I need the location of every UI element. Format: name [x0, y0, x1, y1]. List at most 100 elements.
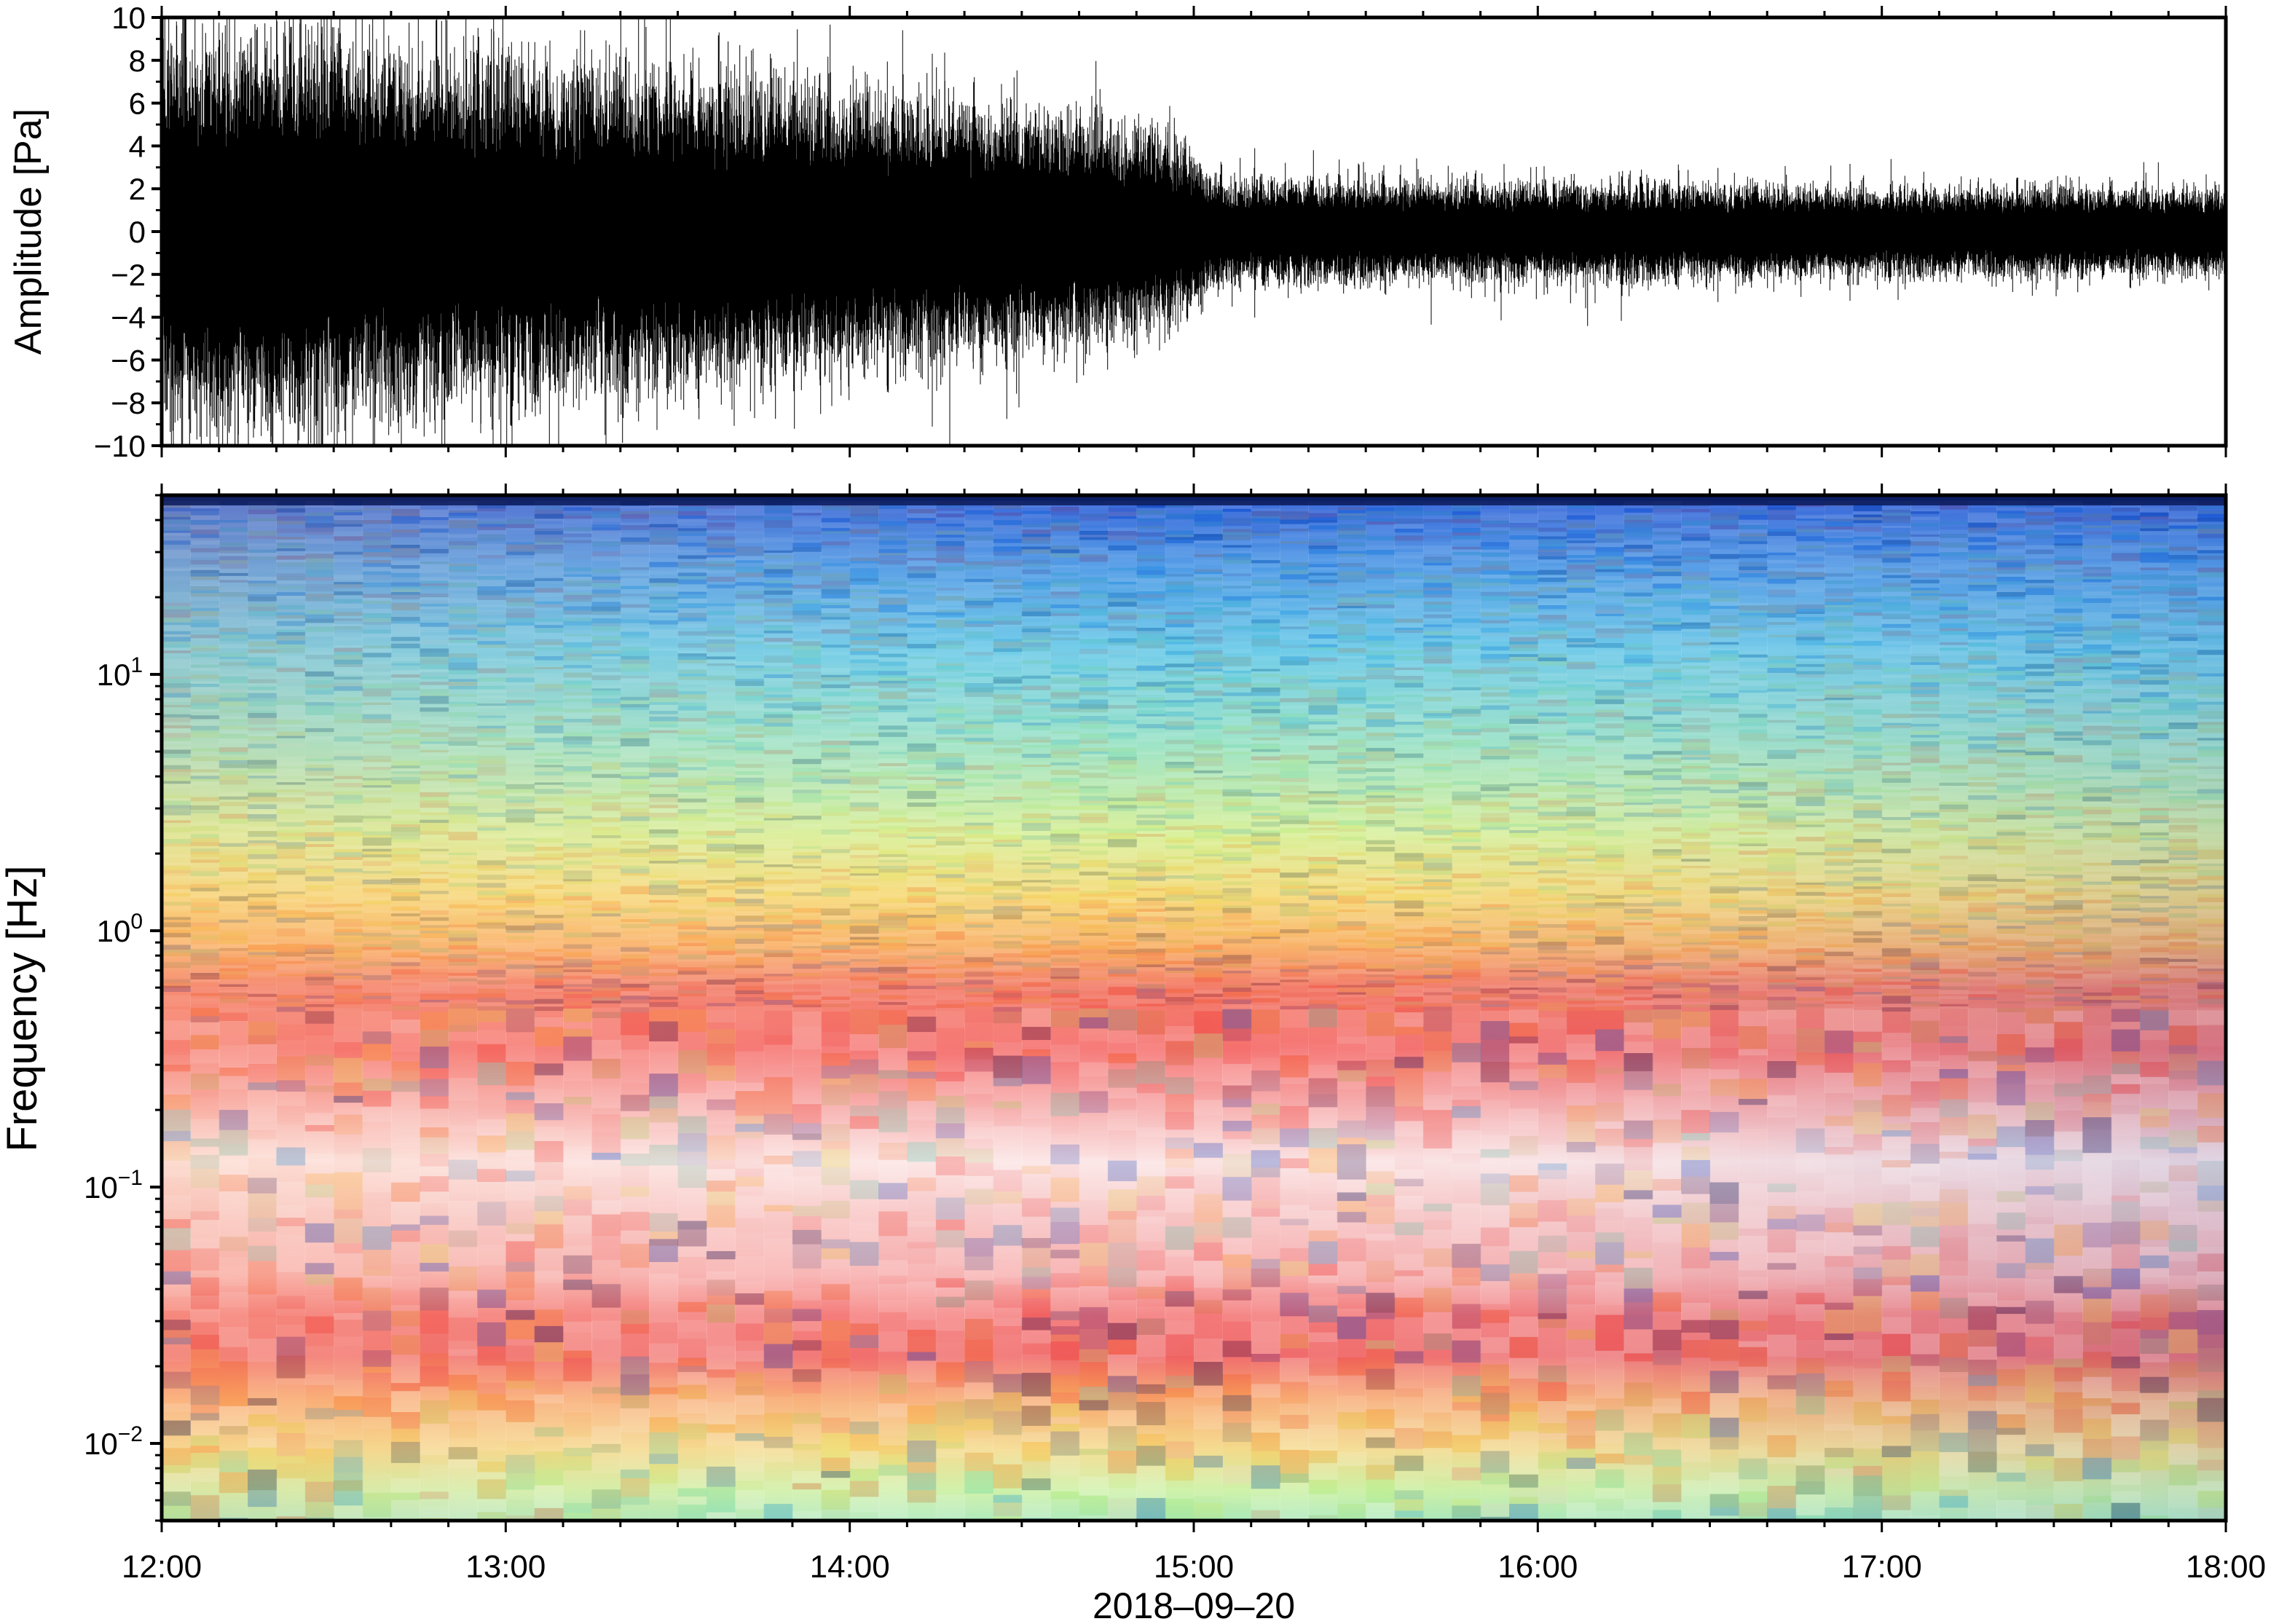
spectrogram-cell	[162, 893, 191, 896]
spectrogram-cell	[649, 707, 679, 712]
spectrogram-cell	[334, 1154, 363, 1172]
spectrogram-cell	[935, 687, 965, 690]
spectrogram-cell	[620, 542, 650, 545]
spectrogram-cell	[935, 820, 965, 823]
spectrogram-cell	[505, 772, 535, 776]
spectrogram-cell	[620, 916, 650, 920]
spectrogram-cell	[735, 753, 765, 758]
spectrogram-cell	[162, 1055, 191, 1065]
spectrogram-cell	[390, 944, 420, 950]
spectrogram-cell	[534, 1004, 564, 1007]
spectrogram-cell	[649, 1387, 679, 1395]
spectrogram-cell	[505, 903, 535, 907]
spectrogram-cell	[334, 686, 363, 691]
spectrogram-cell	[190, 651, 220, 654]
spectrogram-cell	[219, 592, 248, 595]
spectrogram-cell	[534, 975, 564, 979]
spectrogram-cell	[390, 537, 420, 543]
spectrogram-cell	[190, 534, 220, 538]
spectrogram-cell	[763, 879, 793, 884]
spectrogram-cell	[276, 894, 306, 899]
spectrogram-cell	[390, 1441, 420, 1463]
spectrogram-cell	[219, 527, 248, 532]
spectrogram-cell	[477, 580, 506, 583]
spectrogram-cell	[620, 812, 650, 817]
spectrogram-cell	[620, 556, 650, 561]
spectrogram-cell	[505, 586, 535, 591]
spectrogram-cell	[735, 791, 765, 795]
spectrogram-cell	[763, 976, 793, 981]
spectrogram-cell	[677, 623, 707, 628]
spectrogram-cell	[304, 752, 334, 755]
spectrogram-cell	[534, 684, 564, 689]
spectrogram-cell	[477, 541, 506, 544]
spectrogram-cell	[792, 999, 822, 1005]
spectrogram-cell	[649, 848, 679, 852]
spectrogram-cell	[849, 797, 879, 803]
spectrogram-cell	[763, 666, 793, 669]
spectrogram-cell	[477, 1119, 506, 1136]
spectrogram-cell	[477, 958, 506, 962]
spectrogram-cell	[162, 899, 191, 902]
spectrogram-cell	[763, 1231, 793, 1239]
spectrogram-cell	[792, 775, 822, 778]
spectrogram-cell	[649, 541, 679, 545]
spectrogram-cell	[591, 631, 621, 636]
spectrogram-cell	[276, 1408, 306, 1423]
spectrogram-cell	[706, 703, 736, 708]
spectrogram-cell	[477, 1346, 506, 1366]
spectrogram-cell	[276, 832, 306, 837]
spectrogram-cell	[248, 639, 278, 642]
spectrogram-cell	[763, 712, 793, 714]
spectrogram-cell	[620, 971, 650, 976]
spectrogram-cell	[448, 508, 478, 511]
spectrogram-cell	[390, 929, 420, 935]
spectrogram-cell	[448, 667, 478, 671]
spectrogram-cell	[591, 725, 621, 730]
spectrogram-cell	[219, 1451, 248, 1460]
spectrogram-cell	[878, 865, 908, 869]
spectrogram-cell	[792, 738, 822, 743]
spectrogram-cell	[420, 810, 449, 813]
spectrogram-cell	[878, 1260, 908, 1276]
spectrogram-cell	[591, 907, 621, 911]
spectrogram-cell	[304, 1092, 334, 1113]
spectrogram-cell	[935, 590, 965, 593]
spectrogram-cell	[505, 1131, 535, 1150]
spectrogram-cell	[935, 566, 965, 572]
spectrogram-cell	[390, 690, 420, 694]
spectrogram-cell	[162, 820, 191, 823]
spectrogram-cell	[190, 859, 220, 863]
spectrogram-cell	[190, 975, 220, 979]
spectrogram-cell	[563, 736, 593, 741]
spectrogram-cell	[334, 626, 363, 630]
spectrogram-cell	[620, 532, 650, 537]
spectrogram-cell	[304, 647, 334, 652]
spectrogram-cell	[763, 537, 793, 543]
spectrogram-cell	[276, 966, 306, 971]
spectrogram-cell	[219, 1459, 248, 1473]
spectrogram-cell	[649, 693, 679, 698]
spectrogram-cell	[677, 543, 707, 547]
spectrogram-cell	[849, 949, 879, 954]
spectrogram-cell	[563, 533, 593, 537]
spectrogram-cell	[534, 664, 564, 668]
spectrogram-cell	[821, 634, 851, 638]
spectrogram-cell	[477, 741, 506, 745]
spectrogram-cell	[706, 902, 736, 907]
spectrogram-cell	[477, 915, 506, 921]
spectrogram-cell	[821, 1200, 851, 1219]
spectrogram-cell	[162, 1505, 191, 1519]
spectrogram-cell	[534, 1103, 564, 1121]
spectrogram-cell	[677, 566, 707, 569]
spectrogram-cell	[190, 1063, 220, 1074]
spectrogram-cell	[878, 854, 908, 857]
spectrogram-cell	[219, 532, 248, 535]
spectrogram-cell	[304, 623, 334, 627]
spectrogram-cell	[219, 836, 248, 840]
spectrogram-cell	[907, 873, 937, 876]
spectrogram-cell	[390, 1092, 420, 1110]
spectrogram-cell	[248, 634, 278, 639]
spectrogram-cell	[219, 957, 248, 963]
